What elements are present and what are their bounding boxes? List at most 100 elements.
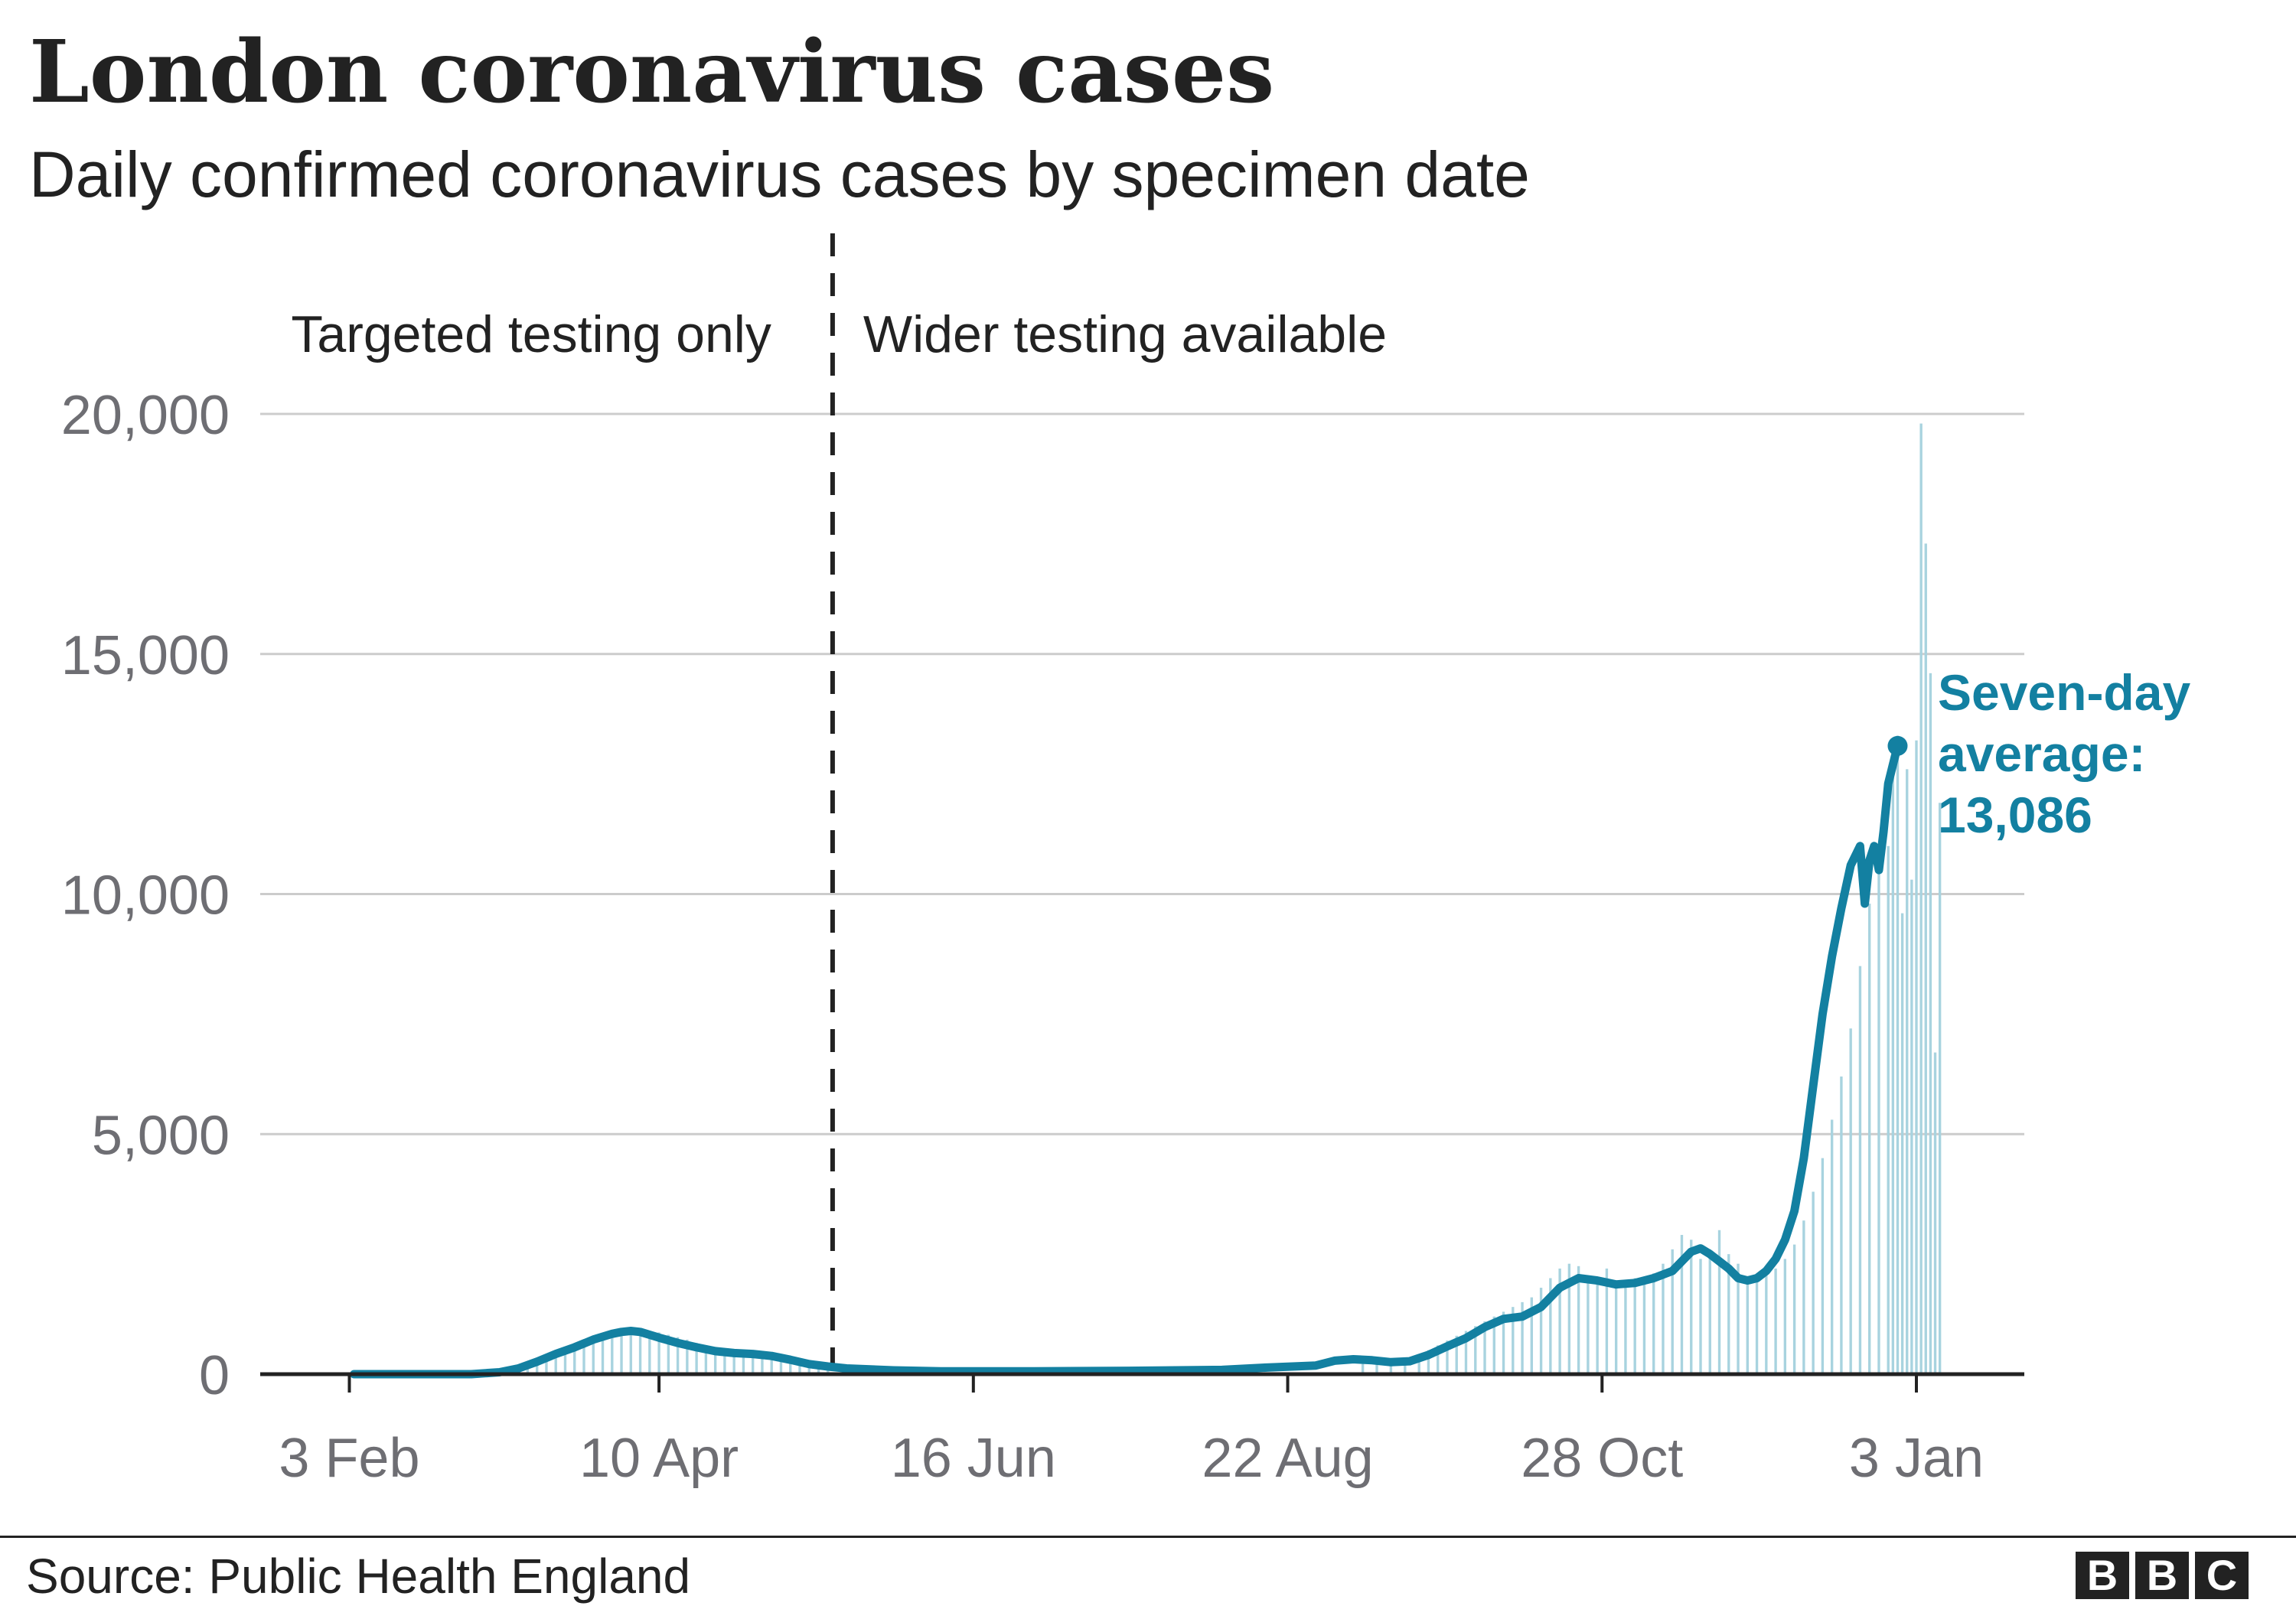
daily-case-bar [1417,1354,1420,1374]
daily-case-bar [1821,1158,1825,1374]
y-tick-label: 0 [199,1345,230,1406]
daily-case-bar [545,1355,548,1374]
daily-case-bar [1389,1361,1393,1374]
daily-case-bar [695,1343,698,1374]
y-tick-label: 5,000 [92,1105,230,1166]
daily-case-bar [1774,1268,1777,1374]
daily-case-bar [1783,1259,1787,1374]
daily-case-bar [1521,1301,1524,1374]
daily-case-bar [1474,1326,1477,1374]
annotation-line: Seven-day [1938,664,2190,721]
y-tick-label: 20,000 [61,385,230,446]
daily-case-bar [601,1334,605,1374]
x-tick-label: 10 Apr [579,1428,739,1489]
daily-case-bar [667,1334,670,1374]
daily-case-bar [1530,1297,1534,1374]
daily-case-bar [1375,1358,1378,1374]
daily-case-bar [1900,913,1904,1374]
daily-case-bar [1587,1278,1590,1374]
y-axis-ticks: 0 5,000 10,000 15,000 20,000 [61,385,230,1406]
daily-case-bar [1877,860,1880,1374]
daily-case-bar [1483,1321,1486,1374]
daily-case-bar [620,1329,623,1374]
daily-case-bar [1924,543,1927,1374]
x-tick-label: 3 Jan [1849,1428,1984,1489]
seven-day-average-endpoint [1887,735,1908,756]
x-axis-ticks: 3 Feb 10 Apr 16 Jun 22 Aug 28 Oct 3 Jan [279,1374,1984,1489]
daily-case-bar [732,1350,735,1374]
footer-divider [0,1536,2296,1538]
daily-case-bar [1868,904,1871,1374]
daily-case-bar [1671,1249,1674,1374]
daily-case-bar [1427,1350,1430,1374]
daily-case-bar [742,1352,745,1374]
daily-case-bar [563,1347,567,1374]
daily-case-bar [1891,744,1895,1374]
x-tick-label: 16 Jun [891,1428,1056,1489]
bbc-logo-letter: C [2195,1552,2249,1599]
daily-case-bar [1446,1341,1449,1374]
seven-day-average-line [350,741,1902,1379]
bbc-logo-letter: B [2135,1552,2189,1599]
daily-case-bar [582,1341,585,1374]
daily-case-bar [1596,1280,1599,1374]
daily-case-bar [713,1347,717,1374]
bbc-logo: B B C [2076,1552,2249,1599]
daily-case-bar [1502,1311,1505,1374]
daily-case-bar [1858,966,1862,1374]
daily-case-bar [1792,1244,1796,1374]
daily-case-bar [1633,1278,1636,1374]
daily-case-bar [1727,1254,1730,1374]
daily-case-bar [657,1332,660,1374]
daily-case-bar [1404,1360,1407,1374]
daily-case-bar [1642,1280,1646,1374]
x-tick-label: 28 Oct [1521,1428,1683,1489]
daily-case-bar [1938,803,1942,1374]
daily-case-bar [536,1360,539,1374]
daily-case-bar [611,1331,614,1374]
daily-case-bar [638,1329,642,1374]
y-tick-label: 15,000 [61,625,230,686]
daily-case-bar [1812,1191,1815,1374]
daily-case-bar [1577,1266,1580,1374]
daily-case-bar [1830,1119,1834,1374]
daily-case-bar [1652,1273,1655,1374]
daily-case-bar [1906,769,1909,1374]
daily-case-bar [807,1363,810,1374]
daily-case-bar [1624,1285,1627,1374]
daily-case-bar [1849,1028,1852,1374]
daily-case-bar [1464,1331,1468,1374]
daily-case-bar [676,1337,680,1374]
daily-case-bar [817,1365,820,1374]
daily-case-bars [507,423,1942,1374]
chart-subtitle: Daily confirmed coronavirus cases by spe… [29,138,1530,210]
y-tick-label: 10,000 [61,865,230,927]
chart-plot: 0 5,000 10,000 15,000 20,000 Targeted testin… [61,233,2190,1489]
daily-case-bar [1455,1335,1458,1374]
daily-case-bar [592,1337,595,1374]
daily-case-bar [1699,1259,1702,1374]
daily-case-bar [1605,1268,1609,1374]
daily-case-bar [1910,879,1913,1374]
daily-case-bar [1802,1220,1805,1374]
daily-case-bar [1933,1052,1937,1374]
daily-case-bar [1361,1360,1365,1374]
daily-case-bar [1765,1273,1768,1374]
daily-case-bar [723,1349,726,1374]
daily-case-bar [1549,1278,1552,1374]
daily-case-bar [1737,1263,1740,1374]
daily-case-bar [1708,1249,1711,1374]
daily-case-bar [1717,1230,1721,1374]
x-tick-label: 22 Aug [1202,1428,1373,1489]
daily-case-bar [779,1358,783,1374]
daily-case-bar [1437,1345,1440,1374]
daily-case-bar [770,1356,773,1374]
daily-case-bar [1755,1275,1759,1374]
daily-case-bar [1680,1235,1684,1374]
daily-case-bar [1662,1263,1665,1374]
daily-case-bar [1614,1282,1618,1374]
daily-case-bar [1887,845,1890,1374]
bbc-logo-letter: B [2076,1552,2129,1599]
daily-case-bar [1746,1278,1749,1374]
